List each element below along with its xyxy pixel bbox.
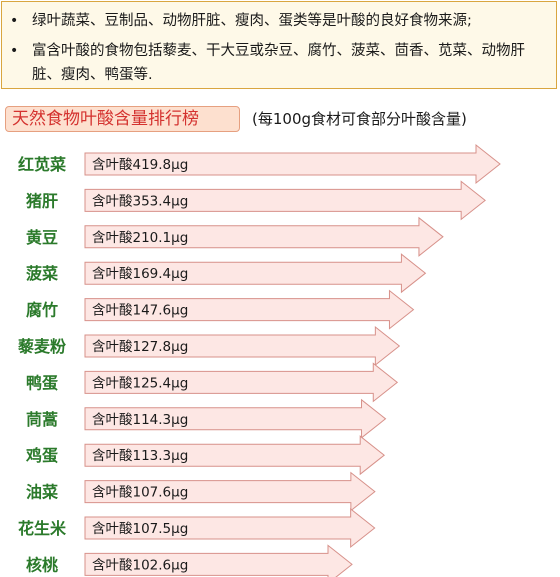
info-box: • 绿叶蔬菜、豆制品、动物肝脏、瘦肉、蛋类等是叶酸的良好食物来源; • 富含叶酸…: [1, 1, 557, 89]
info-text-1: 绿叶蔬菜、豆制品、动物肝脏、瘦肉、蛋类等是叶酸的良好食物来源;: [32, 13, 472, 29]
category-label: 核桃: [26, 555, 58, 574]
bar-arrow: [84, 544, 353, 577]
category-label: 红苋菜: [18, 155, 66, 174]
chart-subtitle: (每100g食材可食部分叶酸含量): [252, 110, 467, 128]
category-label: 油菜: [26, 483, 58, 502]
category-label: 菠菜: [26, 264, 58, 283]
bar-arrow: [84, 362, 399, 403]
category-label: 茼蒿: [26, 410, 58, 429]
data-label: 含叶酸353.4μg: [92, 193, 188, 209]
data-label: 含叶酸127.8μg: [92, 339, 188, 355]
bullet-icon: •: [10, 43, 19, 59]
bar-arrow: [84, 471, 376, 512]
info-item-1: • 绿叶蔬菜、豆制品、动物肝脏、瘦肉、蛋类等是叶酸的良好食物来源;: [10, 9, 552, 33]
bar-row: 核桃 含叶酸102.6μg: [26, 544, 353, 577]
info-item-2: • 富含叶酸的食物包括藜麦、干大豆或杂豆、腐竹、菠菜、茴香、苋菜、动物肝脏、瘦肉…: [10, 39, 552, 87]
data-label: 含叶酸113.3μg: [92, 448, 188, 464]
bar-arrow: [84, 398, 387, 439]
bar-arrow: [84, 216, 444, 257]
data-label: 含叶酸419.8μg: [92, 157, 188, 173]
category-label: 花生米: [18, 519, 67, 538]
bar-row: 红苋菜 含叶酸419.8μg: [18, 143, 501, 185]
bar-arrow: [84, 143, 501, 185]
bar-row: 花生米 含叶酸107.5μg: [18, 507, 376, 549]
bar-arrow: [84, 325, 401, 367]
bar-arrow: [84, 289, 415, 330]
bar-row: 黄豆 含叶酸210.1μg: [26, 216, 444, 257]
data-label: 含叶酸125.4μg: [92, 375, 188, 391]
category-label: 黄豆: [26, 228, 58, 247]
data-label: 含叶酸210.1μg: [92, 230, 188, 246]
data-label: 含叶酸102.6μg: [92, 557, 188, 573]
bar-row: 油菜 含叶酸107.6μg: [26, 471, 376, 512]
category-label: 猪肝: [25, 191, 58, 210]
bar-row: 茼蒿 含叶酸114.3μg: [26, 398, 387, 439]
bullet-icon: •: [10, 13, 19, 29]
bar-row: 鸭蛋 含叶酸125.4μg: [26, 362, 399, 403]
data-label: 含叶酸147.6μg: [92, 303, 188, 319]
info-text-2: 富含叶酸的食物包括藜麦、干大豆或杂豆、腐竹、菠菜、茴香、苋菜、动物肝脏、瘦肉、鸭…: [32, 43, 525, 83]
data-label: 含叶酸169.4μg: [92, 266, 188, 282]
category-label: 鸡蛋: [25, 446, 58, 465]
bar-row: 猪肝 含叶酸353.4μg: [25, 180, 486, 221]
category-label: 藜麦粉: [17, 337, 66, 356]
bar-row: 菠菜 含叶酸169.4μg: [26, 253, 427, 294]
bar-row: 腐竹 含叶酸147.6μg: [26, 289, 415, 330]
category-label: 腐竹: [26, 301, 58, 320]
chart-title: 天然食物叶酸含量排行榜: [5, 106, 240, 132]
bar-arrow: [84, 507, 376, 549]
bar-row: 藜麦粉 含叶酸127.8μg: [17, 325, 401, 367]
bar-arrow: [84, 435, 386, 476]
bar-arrow: [84, 180, 486, 221]
bar-row: 鸡蛋 含叶酸113.3μg: [25, 435, 386, 476]
category-label: 鸭蛋: [26, 373, 58, 392]
data-label: 含叶酸114.3μg: [92, 412, 188, 428]
data-label: 含叶酸107.6μg: [92, 485, 188, 501]
bar-arrow: [84, 253, 427, 294]
data-label: 含叶酸107.5μg: [92, 521, 188, 537]
